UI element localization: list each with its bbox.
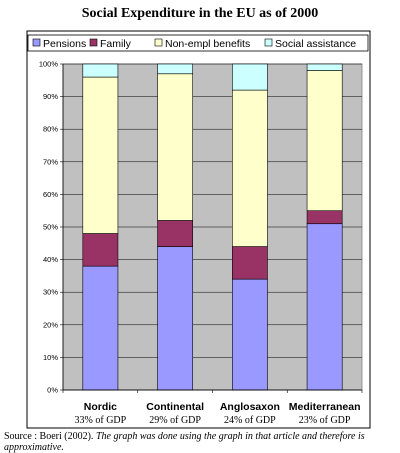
y-tick-label: 70% (43, 157, 58, 166)
bar-segment (82, 233, 119, 267)
x-category-label: Continental (146, 401, 204, 413)
y-tick-label: 10% (43, 353, 58, 362)
bar-segment (306, 223, 343, 391)
y-tick-label: 50% (43, 223, 58, 232)
caption-note: The graph was done using the graph in th… (4, 431, 365, 453)
legend-label: Pensions (43, 38, 86, 50)
caption-source: Source : Boeri (2002). (4, 431, 94, 442)
bar-segment (232, 63, 268, 91)
bar-segment (82, 63, 119, 78)
bar-segment (306, 70, 343, 211)
bar-segment (157, 63, 193, 75)
legend-swatch (154, 38, 163, 47)
bars (82, 63, 343, 391)
legend-label: Non-empl benefits (165, 38, 250, 50)
x-gdp-label: 24% of GDP (224, 415, 276, 426)
legend-box (27, 34, 369, 52)
bar-segment (306, 63, 343, 71)
y-tick-label: 80% (43, 125, 58, 134)
x-gdp-label: 29% of GDP (149, 415, 201, 426)
y-tick-label: 20% (43, 320, 58, 329)
y-tick-label: 100% (39, 60, 59, 69)
y-axis: 0% 10% 20% 30% 40% 50% 60% 70% 80% 90% 100% (39, 60, 64, 395)
bar-segment (157, 220, 193, 247)
bar-segment (232, 246, 268, 280)
x-category-label: Anglosaxon (220, 401, 280, 413)
bar-segment (157, 73, 193, 221)
legend-swatch (264, 38, 273, 47)
legend: Pensions Family Non-empl benefits Social as… (27, 34, 369, 52)
bar-segment (82, 265, 119, 391)
y-tick-label: 90% (43, 92, 58, 101)
caption: Source : Boeri (2002). The graph was don… (4, 431, 396, 453)
y-tick-label: 60% (43, 190, 58, 199)
y-tick-label: 0% (47, 386, 58, 395)
legend-swatch (32, 38, 41, 47)
x-category-label: Mediterranean (289, 401, 361, 413)
y-tick-label: 30% (43, 288, 58, 297)
legend-label: Social assistance (275, 38, 356, 50)
bar-segment (306, 210, 343, 225)
legend-label: Family (100, 38, 132, 50)
legend-swatch (89, 38, 98, 47)
x-category-label: Nordic (84, 401, 117, 413)
bar-segment (82, 76, 119, 234)
bar-segment (232, 278, 268, 391)
y-tick-label: 40% (43, 255, 58, 264)
x-axis: Nordic 33% of GDP Continental 29% of GDP Ang… (62, 389, 363, 426)
x-gdp-label: 23% of GDP (299, 415, 351, 426)
bar-segment (157, 246, 193, 391)
bar-segment (232, 89, 268, 247)
chart-title: Social Expenditure in the EU as of 2000 (82, 6, 319, 21)
x-gdp-label: 33% of GDP (75, 415, 127, 426)
